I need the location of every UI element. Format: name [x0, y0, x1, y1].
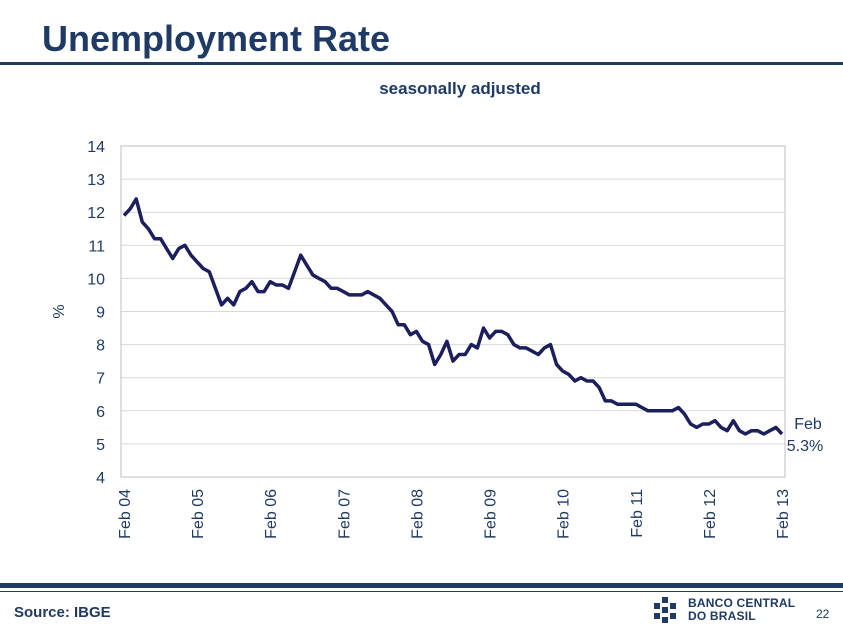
x-tick-label: Feb 10: [556, 489, 573, 539]
y-tick-label: 10: [87, 271, 105, 288]
annotation-label-value: 5.3%: [787, 438, 823, 455]
y-tick-label: 4: [96, 470, 105, 487]
logo-line-2: DO BRASIL: [688, 609, 756, 623]
y-tick-label: 5: [96, 437, 105, 454]
page-number: 22: [816, 607, 830, 621]
chart-subtitle: seasonally adjusted: [379, 79, 541, 98]
y-tick-label: 13: [87, 172, 105, 189]
x-axis-ticks: Feb 04 Feb 05 Feb 06 Feb 07 Feb 08 Feb 09 Feb …: [117, 489, 792, 539]
y-tick-label: 14: [87, 139, 105, 156]
footer-divider-thin: [0, 591, 843, 592]
y-tick-label: 6: [96, 404, 105, 421]
x-tick-label: Feb 06: [263, 489, 280, 539]
gridlines: [121, 145, 785, 478]
page-title: Unemployment Rate: [42, 18, 391, 59]
bcb-logo-icon: [654, 597, 676, 623]
annotation-label-month: Feb: [794, 416, 822, 433]
x-tick-label: Feb 13: [775, 489, 792, 539]
y-tick-label: 8: [96, 338, 105, 355]
x-tick-label: Feb 09: [483, 489, 500, 539]
logo-line-1: BANCO CENTRAL: [688, 596, 796, 610]
footer-divider: [0, 583, 843, 588]
y-axis-label: %: [51, 304, 68, 318]
y-tick-label: 9: [96, 305, 105, 322]
source-note: Source: IBGE: [14, 604, 111, 621]
y-tick-label: 7: [96, 371, 105, 388]
x-tick-label: Feb 05: [190, 489, 207, 539]
x-tick-label: Feb 08: [409, 489, 426, 539]
title-divider: [0, 62, 843, 65]
y-tick-label: 11: [88, 238, 105, 255]
bank-logo: BANCO CENTRAL DO BRASIL: [652, 595, 812, 625]
series-line-unemployment: [122, 197, 784, 436]
plot-area-border: [120, 145, 786, 478]
x-tick-label: Feb 07: [336, 489, 353, 539]
y-tick-label: 12: [87, 205, 105, 222]
x-tick-label: Feb 04: [117, 489, 134, 539]
logo-wordmark: BANCO CENTRAL DO BRASIL: [688, 597, 795, 623]
x-tick-label: Feb 12: [702, 489, 719, 539]
y-axis-ticks: 4 5 6 7 8 9 10 11 12 13 14: [87, 139, 105, 487]
x-tick-label: Feb 11: [629, 489, 646, 538]
